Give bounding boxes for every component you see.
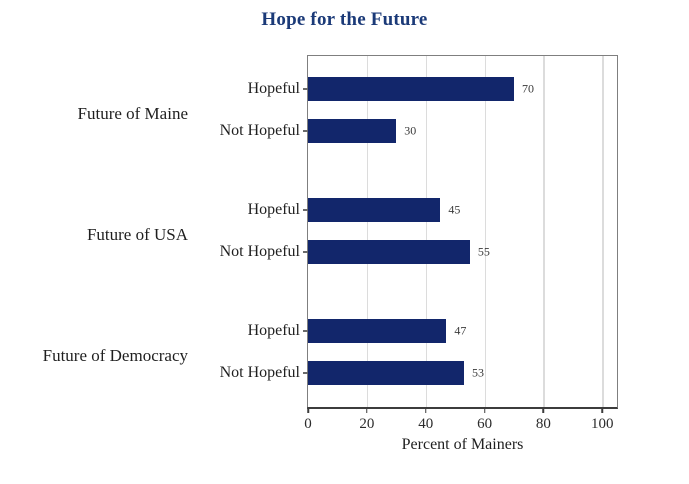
y-tick-mark	[303, 130, 308, 132]
x-tick-label: 20	[359, 416, 375, 432]
group-label: Future of USA	[86, 225, 188, 244]
bar-value-label: 45	[448, 202, 461, 217]
y-tick-mark	[303, 209, 308, 211]
bar	[308, 361, 464, 385]
y-tick-mark	[303, 88, 308, 90]
x-tick-label: 80	[535, 416, 551, 432]
gridline	[543, 56, 545, 407]
y-tick-mark	[303, 372, 308, 374]
x-tick-label: 40	[418, 416, 434, 432]
x-tick-label: 0	[304, 416, 312, 432]
bar-category-label: Not Hopeful	[219, 243, 300, 260]
x-tick-mark	[307, 407, 309, 413]
bar-category-label: Not Hopeful	[219, 364, 300, 381]
bar-value-label: 53	[471, 365, 484, 380]
plot-area: Future of Maine Hopeful 70 Not Hopeful 30 Fut…	[43, 55, 618, 453]
group-label: Future of Democracy	[42, 346, 188, 365]
x-tick-mark	[483, 407, 486, 413]
bar-value-label: 70	[521, 81, 534, 96]
bar-category-label: Hopeful	[247, 80, 300, 97]
gridline	[484, 56, 487, 407]
bar-category-label: Hopeful	[247, 201, 300, 218]
bar-value-label: 30	[404, 123, 417, 138]
bar	[308, 198, 441, 222]
gridline	[366, 56, 369, 407]
bar-category-label: Hopeful	[247, 322, 300, 339]
gridline	[425, 56, 428, 407]
x-tick-label: 60	[477, 416, 493, 432]
chart-title: Hope for the Future	[261, 9, 428, 30]
gridline	[602, 56, 604, 407]
x-axis-title: Percent of Mainers	[401, 436, 524, 453]
group-label: Future of Maine	[77, 104, 188, 123]
y-tick-mark	[303, 330, 308, 332]
x-tick-mark	[366, 407, 368, 413]
x-tick-mark	[424, 407, 427, 413]
x-tick-mark	[601, 407, 604, 413]
bar-value-label: 47	[454, 323, 467, 338]
bar	[308, 77, 514, 101]
bar-category-label: Not Hopeful	[219, 122, 300, 139]
bar-value-label: 55	[477, 244, 490, 259]
y-tick-mark	[303, 251, 308, 253]
bar	[308, 119, 397, 143]
x-tick-label: 100	[591, 416, 614, 432]
bar	[308, 240, 470, 264]
x-tick-mark	[542, 407, 545, 413]
bar	[308, 319, 447, 343]
